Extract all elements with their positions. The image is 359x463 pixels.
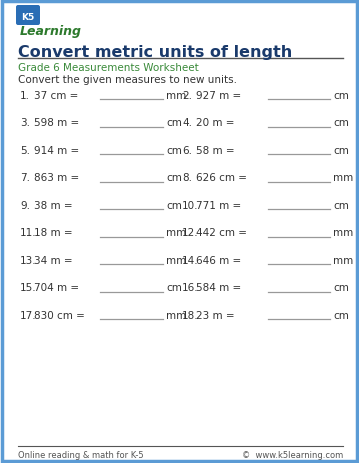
Text: ©  www.k5learning.com: © www.k5learning.com bbox=[242, 450, 343, 459]
Text: mm: mm bbox=[166, 91, 186, 101]
Text: 914 m =: 914 m = bbox=[34, 146, 79, 156]
Text: cm: cm bbox=[166, 173, 182, 183]
Text: cm: cm bbox=[166, 146, 182, 156]
Text: cm: cm bbox=[333, 118, 349, 128]
Text: mm: mm bbox=[166, 256, 186, 265]
Text: 646 m =: 646 m = bbox=[196, 256, 241, 265]
Text: 38 m =: 38 m = bbox=[34, 200, 73, 211]
Text: cm: cm bbox=[333, 310, 349, 320]
Text: cm: cm bbox=[166, 200, 182, 211]
Text: 7.: 7. bbox=[20, 173, 30, 183]
Text: 5.: 5. bbox=[20, 146, 30, 156]
Text: 584 m =: 584 m = bbox=[196, 283, 241, 293]
Text: cm: cm bbox=[166, 118, 182, 128]
Text: 17.: 17. bbox=[20, 310, 37, 320]
Text: 23 m =: 23 m = bbox=[196, 310, 235, 320]
Text: mm: mm bbox=[333, 228, 353, 238]
Text: 14.: 14. bbox=[182, 256, 199, 265]
Text: 13.: 13. bbox=[20, 256, 37, 265]
Text: 626 cm =: 626 cm = bbox=[196, 173, 247, 183]
Text: mm: mm bbox=[166, 228, 186, 238]
Text: 2.: 2. bbox=[182, 91, 192, 101]
Text: 598 m =: 598 m = bbox=[34, 118, 79, 128]
Text: K5: K5 bbox=[22, 13, 34, 21]
Text: cm: cm bbox=[333, 91, 349, 101]
Text: Convert metric units of length: Convert metric units of length bbox=[18, 44, 292, 59]
Text: 771 m =: 771 m = bbox=[196, 200, 241, 211]
Text: 6.: 6. bbox=[182, 146, 192, 156]
Text: 18 m =: 18 m = bbox=[34, 228, 73, 238]
Text: 15.: 15. bbox=[20, 283, 37, 293]
Text: cm: cm bbox=[333, 146, 349, 156]
Text: 34 m =: 34 m = bbox=[34, 256, 73, 265]
Text: Online reading & math for K-5: Online reading & math for K-5 bbox=[18, 450, 144, 459]
Text: Learning: Learning bbox=[20, 25, 82, 38]
Text: 704 m =: 704 m = bbox=[34, 283, 79, 293]
Text: 927 m =: 927 m = bbox=[196, 91, 241, 101]
Text: 20 m =: 20 m = bbox=[196, 118, 234, 128]
Text: 37 cm =: 37 cm = bbox=[34, 91, 78, 101]
Text: cm: cm bbox=[166, 283, 182, 293]
Text: 4.: 4. bbox=[182, 118, 192, 128]
Text: 3.: 3. bbox=[20, 118, 30, 128]
Text: 8.: 8. bbox=[182, 173, 192, 183]
Text: 11.: 11. bbox=[20, 228, 37, 238]
Text: 9.: 9. bbox=[20, 200, 30, 211]
FancyBboxPatch shape bbox=[16, 6, 40, 26]
Text: 12.: 12. bbox=[182, 228, 199, 238]
Text: mm: mm bbox=[166, 310, 186, 320]
Text: cm: cm bbox=[333, 200, 349, 211]
Text: 442 cm =: 442 cm = bbox=[196, 228, 247, 238]
Text: 10.: 10. bbox=[182, 200, 199, 211]
Text: 16.: 16. bbox=[182, 283, 199, 293]
Text: cm: cm bbox=[333, 283, 349, 293]
Text: mm: mm bbox=[333, 173, 353, 183]
Text: 863 m =: 863 m = bbox=[34, 173, 79, 183]
Text: Grade 6 Measurements Worksheet: Grade 6 Measurements Worksheet bbox=[18, 63, 199, 73]
Text: 58 m =: 58 m = bbox=[196, 146, 235, 156]
Text: 1.: 1. bbox=[20, 91, 30, 101]
Text: Convert the given measures to new units.: Convert the given measures to new units. bbox=[18, 75, 237, 85]
Text: 18.: 18. bbox=[182, 310, 199, 320]
Text: mm: mm bbox=[333, 256, 353, 265]
Text: 830 cm =: 830 cm = bbox=[34, 310, 85, 320]
